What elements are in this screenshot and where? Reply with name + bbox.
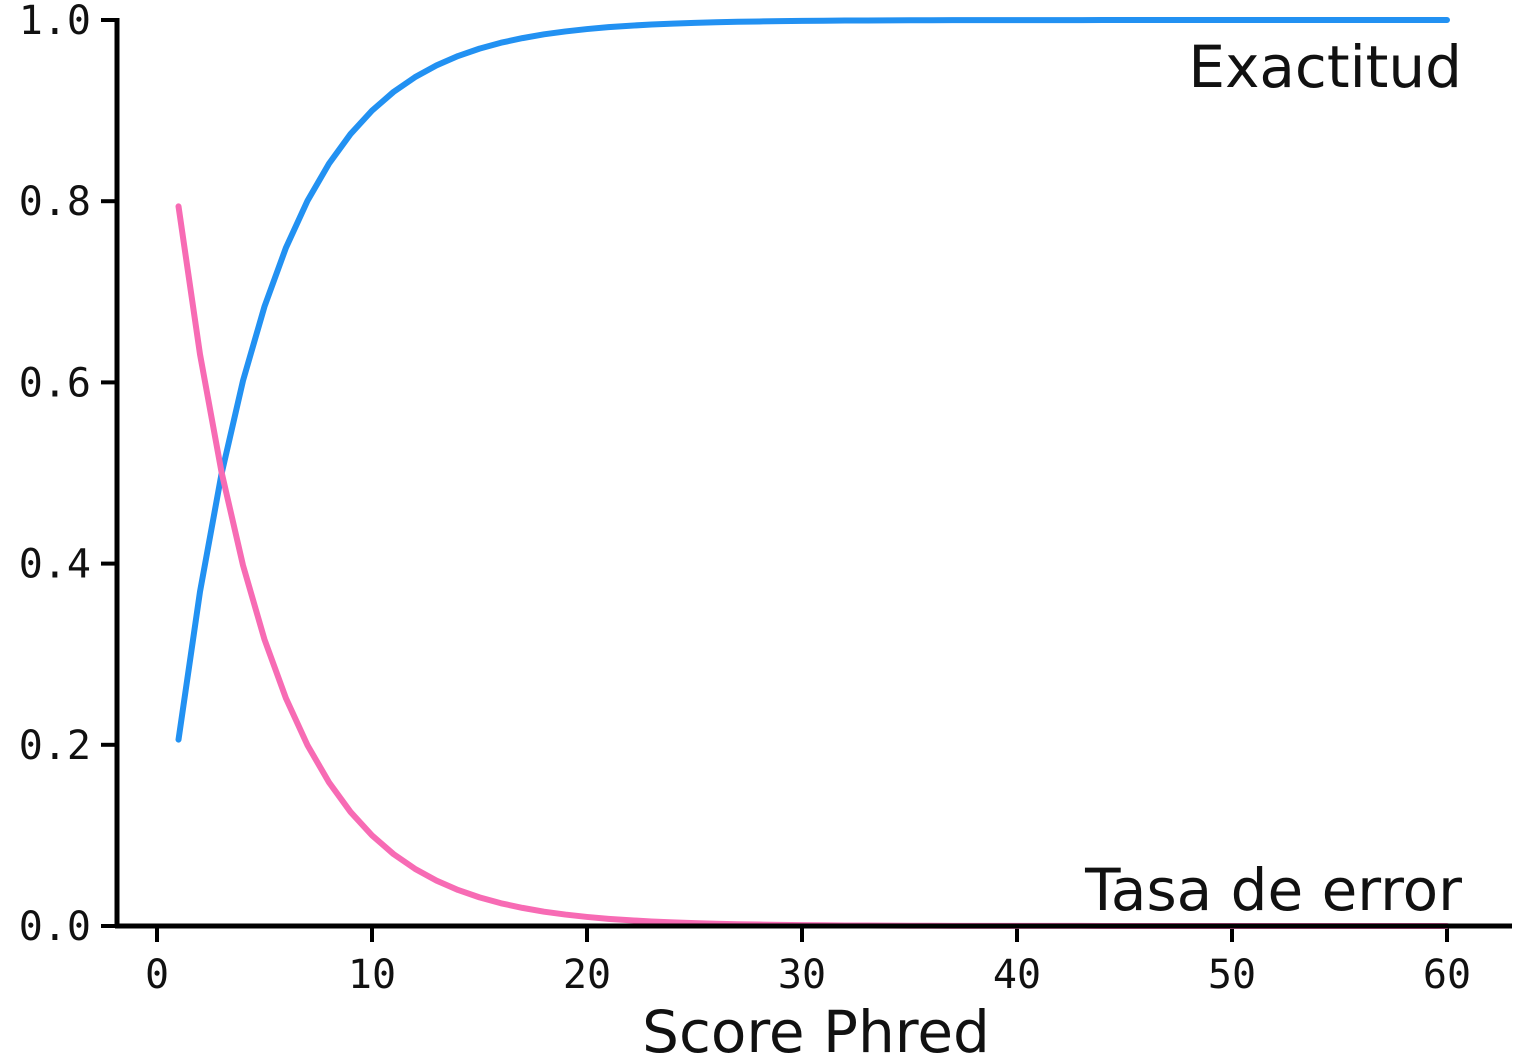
y-tick-label: 1.0 — [19, 0, 91, 44]
x-tick-label: 10 — [348, 952, 396, 998]
y-axis-ticks: 0.0 0.2 0.4 0.6 0.8 1.0 — [19, 0, 117, 950]
series-label-tasa-de-error: Tasa de error — [1084, 856, 1462, 924]
x-tick-label: 40 — [993, 952, 1041, 998]
x-tick-label: 0 — [145, 952, 169, 998]
x-tick-label: 50 — [1208, 952, 1256, 998]
series-line-tasa-de-error — [175, 203, 1450, 929]
x-tick-label: 20 — [563, 952, 611, 998]
y-tick-label: 0.2 — [19, 723, 91, 769]
y-tick-label: 0.0 — [19, 904, 91, 950]
series-line-exactitud — [175, 17, 1450, 743]
series-layer — [175, 17, 1450, 929]
x-tick-label: 60 — [1423, 952, 1471, 998]
series-label-exactitud: Exactitud — [1188, 33, 1462, 101]
y-tick-label: 0.6 — [19, 360, 91, 406]
y-tick-label: 0.4 — [19, 542, 91, 588]
y-tick-label: 0.8 — [19, 179, 91, 225]
x-axis-title: Score Phred — [642, 998, 990, 1058]
x-tick-label: 30 — [778, 952, 826, 998]
x-axis-ticks: 0 10 20 30 40 50 60 — [145, 926, 1471, 998]
